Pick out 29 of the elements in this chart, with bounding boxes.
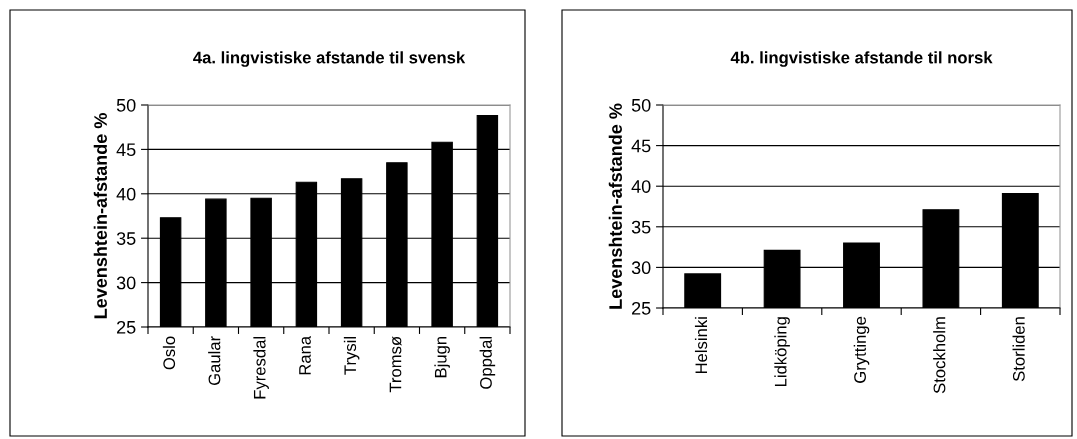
y-tick-label: 30 xyxy=(116,276,136,290)
y-tick-label: 35 xyxy=(631,220,651,234)
x-tick-label: Gryttinge xyxy=(853,316,870,383)
y-tick-label: 50 xyxy=(116,98,136,112)
x-tick-label: Bjugn xyxy=(434,336,450,378)
x-tick-label: Oslo xyxy=(162,336,176,370)
x-tick-label: Helsinki xyxy=(694,317,708,374)
y-tick-label: 40 xyxy=(631,180,651,193)
y-axis-title: Levenshtein-afstande % xyxy=(93,113,107,319)
x-tick-label: Trysil xyxy=(343,336,360,375)
x-tick-label: Gaular xyxy=(208,336,221,386)
y-tick-label: 45 xyxy=(116,143,136,157)
x-tick-label: Stockholm xyxy=(933,317,946,394)
x-tick-label: Tromsø xyxy=(389,336,402,393)
x-tick-label: Rana xyxy=(299,335,311,375)
y-axis-title: Levenshtein-afstande % xyxy=(608,103,622,309)
x-tick-label: Storliden xyxy=(1012,317,1025,382)
y-tick-label: 25 xyxy=(632,301,651,315)
y-tick-label: 35 xyxy=(116,232,136,245)
x-tick-label: Lidköping xyxy=(774,317,790,387)
y-tick-label: 25 xyxy=(117,320,136,334)
x-tick-label: Oppdal xyxy=(479,336,496,389)
y-tick-label: 40 xyxy=(116,187,136,201)
y-tick-label: 45 xyxy=(631,139,651,153)
x-tick-label: Fyresdal xyxy=(253,336,269,399)
chart-title: 4b. lingvistiske afstande til norsk xyxy=(730,51,993,67)
chart-title: 4a. lingvistiske afstande til svensk xyxy=(193,51,466,67)
y-tick-label: 30 xyxy=(631,261,651,275)
y-tick-label: 50 xyxy=(631,98,651,112)
